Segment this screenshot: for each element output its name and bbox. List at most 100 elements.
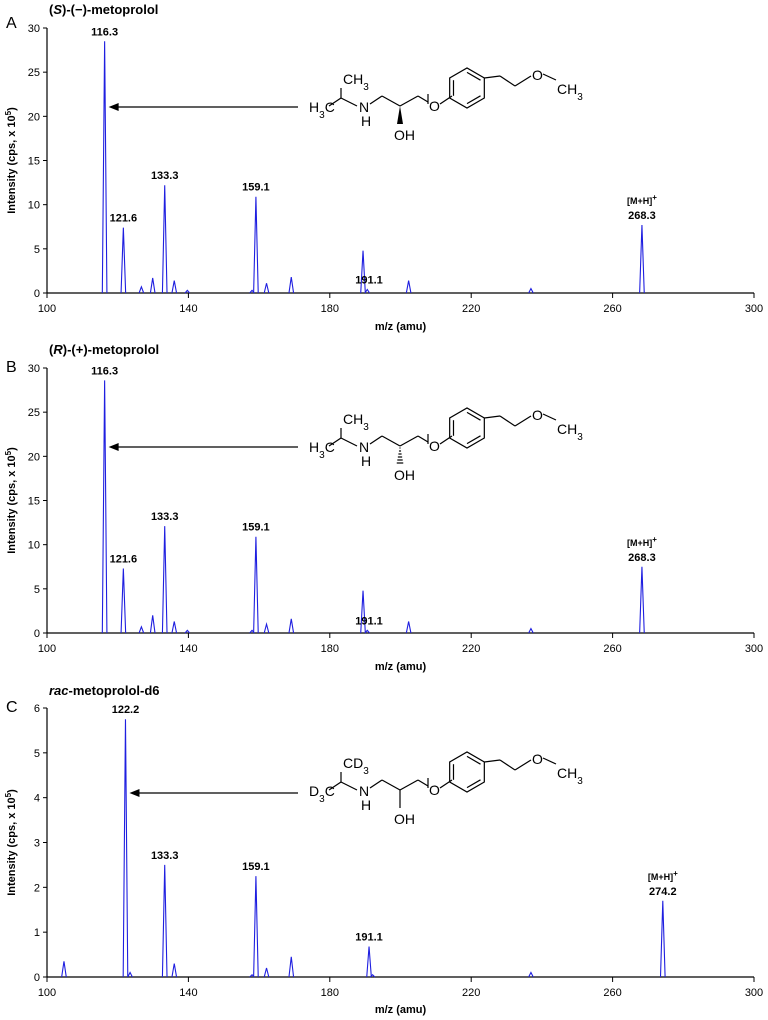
methoxy-o-label: O [532, 751, 543, 767]
peak-label: 116.3 [91, 365, 118, 377]
spectrum-peak [288, 956, 295, 978]
spectrum-peak [101, 41, 108, 294]
x-tick-label: 180 [321, 303, 339, 315]
amine-n-label: N [359, 99, 369, 115]
spectrum-peak [161, 526, 168, 634]
bond [499, 75, 516, 87]
spectrum-peak [528, 627, 534, 634]
spectrum-peak [263, 967, 270, 978]
y-tick-label: 6 [34, 703, 40, 715]
amine-n-label: N [359, 439, 369, 455]
benzene-ring [449, 67, 485, 109]
spectrum-peak [405, 621, 412, 634]
amine-h-label: H [361, 797, 371, 813]
peak-label: 191.1 [355, 932, 383, 944]
spectrum-peak [659, 900, 666, 978]
methyl-left-label: H3C [309, 99, 335, 121]
y-tick-label: 0 [34, 628, 40, 640]
peak-label: 191.1 [355, 274, 383, 286]
x-tick-label: 260 [603, 987, 621, 999]
bond [484, 75, 501, 79]
panel-title: (S)-(−)-metoprolol [49, 2, 158, 17]
peak-label: 121.6 [110, 554, 138, 566]
x-tick-label: 180 [321, 987, 339, 999]
spectrum-peak [253, 196, 259, 294]
panel-a: A (S)-(−)-metoprolol 0 5 10 15 20 25 30 100 140 180… [4, 2, 764, 333]
bond [328, 97, 342, 107]
fragment-arrow [108, 443, 298, 451]
ether-o-label: O [429, 782, 440, 798]
arrow-head [108, 103, 119, 111]
peak-label: 133.3 [151, 170, 179, 182]
spectrum-peak [253, 536, 259, 634]
benzene-ring [449, 407, 485, 449]
ring-double-bond [466, 779, 481, 789]
spectrum-peak [263, 621, 270, 634]
peak-label: 159.1 [242, 861, 270, 873]
ring-double-bond [466, 435, 481, 445]
y-tick-label: 25 [28, 67, 40, 79]
panel-letter: A [6, 15, 17, 32]
spectrum-peak [122, 719, 129, 978]
y-tick-label: 5 [34, 748, 40, 760]
x-tick-label: 300 [745, 643, 763, 655]
spectrum-peak [253, 876, 259, 978]
peak-label: 159.1 [242, 182, 270, 194]
bond [484, 415, 501, 419]
bond [514, 75, 532, 87]
y-tick-label: 30 [28, 23, 40, 35]
spectrum-peak [360, 250, 366, 294]
peak-label: 268.3 [628, 552, 656, 564]
bond [542, 757, 557, 765]
peak-label: 268.3 [628, 210, 656, 222]
spectrum-peak [161, 185, 168, 294]
bond [340, 97, 358, 107]
spectrum-peak [61, 961, 67, 978]
spectrum-peak [405, 280, 412, 294]
spectrum-peak [364, 288, 371, 294]
x-tick-label: 220 [462, 303, 480, 315]
methyl-left-label: D3C [309, 783, 335, 805]
y-tick-label: 2 [34, 882, 40, 894]
spectrum-trace [101, 380, 645, 634]
x-tick-label: 260 [603, 303, 621, 315]
y-tick-label: 5 [34, 584, 40, 596]
chemical-structure: CD3 D3C NH OH O O CH3 [309, 751, 583, 827]
x-tick-label: 140 [179, 987, 197, 999]
panel-title: rac-metoprolol-d6 [49, 683, 160, 698]
spectrum-peak [528, 287, 534, 294]
y-tick-label: 5 [34, 244, 40, 256]
y-tick-label: 15 [28, 156, 40, 168]
methyl-left-label: H3C [309, 439, 335, 461]
amine-h-label: H [361, 453, 371, 469]
x-tick-label: 220 [462, 643, 480, 655]
methyl-top-label: CH3 [343, 71, 369, 93]
methyl-top-label: CH3 [343, 411, 369, 433]
methoxy-ch3-label: CH3 [557, 765, 583, 787]
fragment-arrow [108, 103, 298, 111]
methyl-top-label: CD3 [343, 755, 369, 777]
x-tick-label: 300 [745, 303, 763, 315]
panel-b: B (R)-(+)-metoprolol 0 5 10 15 20 25 30 100 140 180… [4, 342, 764, 673]
x-axis-title: m/z (amu) [375, 661, 427, 673]
x-tick-label: 140 [179, 643, 197, 655]
ether-o-label: O [429, 438, 440, 454]
benzene-ring [449, 751, 485, 793]
y-tick-label: 3 [34, 838, 40, 850]
y-axis-title: Intensity (cps, x 105) [4, 107, 19, 214]
bond [369, 435, 383, 445]
spectrum-peak [639, 566, 645, 634]
ring-double-bond [466, 411, 481, 421]
y-tick-label: 20 [28, 111, 40, 123]
bond [381, 95, 401, 107]
ion-label: [M+H]+ [627, 192, 657, 206]
bond [340, 781, 358, 791]
spectrum-peak [184, 289, 191, 294]
peak-label: 274.2 [649, 886, 677, 898]
ring-double-bond [466, 95, 481, 105]
bond [381, 435, 401, 447]
stereo-wedge-bond [397, 106, 403, 124]
bond [417, 779, 429, 787]
peak-label: 121.6 [110, 213, 138, 225]
